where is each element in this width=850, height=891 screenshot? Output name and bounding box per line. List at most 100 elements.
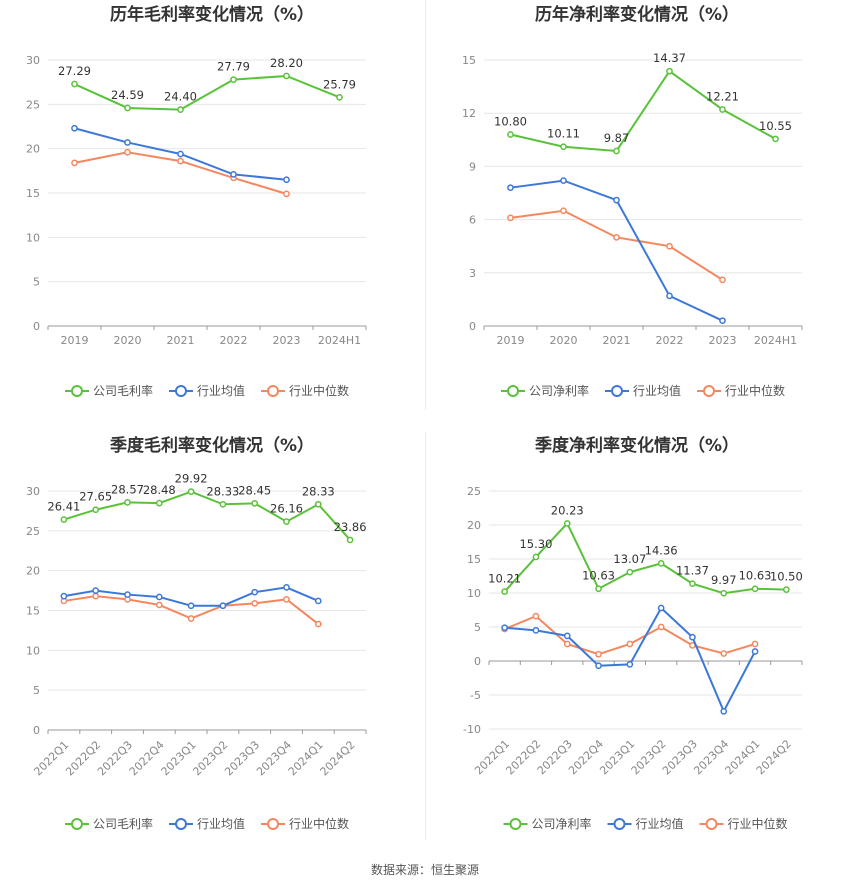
data-point: [719, 106, 726, 113]
data-point: [657, 560, 665, 567]
data-point: [187, 615, 195, 622]
data-point: [187, 602, 195, 610]
data-point: [657, 623, 665, 631]
chart-title: 历年净利率变化情况（%）: [535, 4, 739, 25]
legend: 公司净利率 行业均值 行业中位数: [503, 816, 788, 831]
series-line: [504, 606, 756, 714]
legend: 公司毛利率 行业均值 行业中位数: [65, 816, 349, 831]
chart-title: 季度毛利率变化情况（%）: [110, 435, 314, 456]
data-point: [230, 171, 237, 178]
data-label: 9.87: [604, 131, 630, 145]
data-point: [92, 587, 100, 594]
data-label: 25.79: [323, 77, 356, 91]
legend-marker: [267, 385, 279, 397]
data-point: [613, 147, 620, 155]
vertical-divider-top: [425, 0, 426, 410]
data-point: [155, 499, 163, 507]
y-tick-label: 12: [462, 107, 476, 120]
data-label: 10.11: [547, 127, 580, 141]
data-label: 28.57: [111, 482, 144, 496]
series-line: [503, 521, 787, 595]
x-tick-label: 2022: [220, 334, 248, 347]
data-point: [560, 177, 567, 184]
legend-item[interactable]: 行业均值: [607, 816, 684, 831]
data-point: [560, 143, 567, 151]
data-label: 28.45: [238, 483, 271, 497]
legend-label: 行业中位数: [289, 816, 349, 831]
data-point: [283, 518, 290, 525]
data-point: [187, 488, 195, 495]
chart-2: 历年净利率变化情况（%） 0 3 6 9 12 15 2019 2020 2021 2022 2023…: [462, 4, 803, 398]
data-point: [60, 516, 68, 523]
data-point: [283, 190, 290, 198]
chart-3: 季度毛利率变化情况（%）0510152025302022Q12022Q22022…: [26, 435, 367, 831]
data-point: [230, 76, 237, 83]
data-label: 13.07: [613, 552, 646, 566]
legend-item[interactable]: 行业均值: [605, 383, 681, 398]
data-point: [657, 604, 665, 612]
y-tick-label: 15: [26, 187, 40, 200]
data-point: [595, 585, 602, 593]
data-point: [720, 589, 728, 597]
data-label: 12.21: [706, 89, 739, 103]
data-label: 20.23: [551, 503, 584, 517]
legend-item[interactable]: 行业中位数: [261, 816, 349, 831]
data-point: [124, 591, 131, 598]
data-point: [507, 131, 514, 138]
legend-label: 公司净利率: [529, 383, 589, 398]
legend-label: 行业均值: [636, 816, 684, 831]
data-point: [314, 500, 322, 508]
legend-item[interactable]: 公司毛利率: [65, 383, 153, 398]
data-point: [532, 553, 540, 561]
data-point: [501, 588, 508, 595]
data-point: [92, 506, 100, 514]
legend-marker: [611, 385, 623, 397]
y-tick-label: 6: [469, 214, 476, 227]
data-point: [283, 176, 290, 184]
legend-item[interactable]: 公司毛利率: [65, 816, 153, 831]
data-label: 26.41: [47, 500, 80, 514]
series-line: [504, 614, 756, 656]
series-line: [510, 209, 724, 281]
x-tick-label: 2020: [114, 334, 142, 347]
data-point: [772, 135, 779, 143]
legend-label: 行业中位数: [728, 816, 788, 831]
data-label: 14.36: [645, 543, 678, 557]
data-point: [124, 148, 131, 156]
data-point: [92, 592, 100, 600]
data-point: [783, 586, 790, 593]
y-tick-label: 9: [469, 160, 476, 173]
legend-item[interactable]: 行业中位数: [699, 816, 788, 831]
y-tick-label: 5: [33, 276, 40, 289]
data-point: [751, 640, 759, 648]
legend-item[interactable]: 行业均值: [169, 383, 245, 398]
legend-label: 公司净利率: [532, 816, 592, 831]
data-label: 26.16: [270, 502, 303, 516]
data-point: [124, 499, 131, 506]
data-point: [595, 662, 602, 670]
legend-item[interactable]: 公司净利率: [501, 383, 589, 398]
y-tick-label: 20: [467, 519, 481, 532]
data-point: [532, 612, 540, 620]
legend-item[interactable]: 行业均值: [169, 816, 245, 831]
data-point: [60, 592, 68, 600]
data-label: 28.33: [302, 484, 335, 498]
legend-label: 行业均值: [197, 816, 245, 831]
data-point: [251, 588, 259, 596]
y-tick-label: 0: [33, 320, 40, 333]
legend-marker: [175, 385, 187, 397]
data-point: [71, 124, 78, 132]
data-point: [501, 624, 508, 632]
data-point: [219, 500, 227, 508]
legend-item[interactable]: 行业中位数: [261, 383, 349, 398]
legend-item[interactable]: 行业中位数: [697, 383, 785, 398]
data-point: [177, 106, 184, 114]
data-label: 27.79: [217, 60, 250, 74]
x-tick-label: 2024H1: [318, 334, 361, 347]
data-label: 9.97: [711, 573, 737, 587]
y-tick-label: 0: [469, 320, 476, 333]
legend-item[interactable]: 公司净利率: [503, 816, 592, 831]
legend-marker: [175, 818, 187, 830]
data-label: 28.33: [206, 484, 239, 498]
